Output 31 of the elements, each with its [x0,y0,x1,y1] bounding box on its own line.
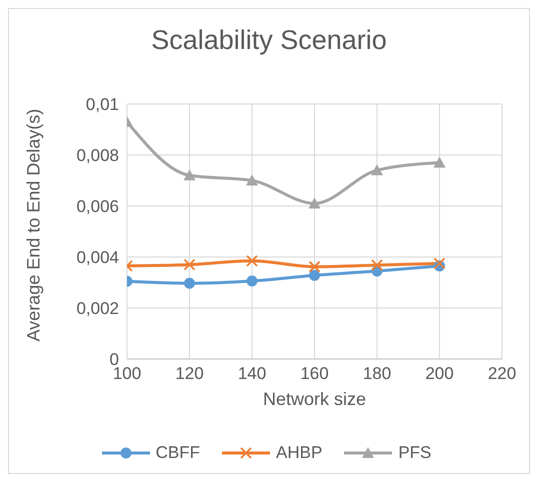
x-tick-label: 220 [488,364,516,384]
x-tick-label: 100 [112,364,142,384]
point [434,156,446,168]
point [184,258,196,271]
point [371,259,383,272]
y-tick-label: 0,01 [86,95,119,114]
y-tick-label: 0,008 [76,146,119,166]
point [309,270,320,281]
y-tick-label: 0,006 [76,197,119,216]
point [434,257,446,270]
chart-title: Scalability Scenario [150,25,388,56]
x-tick-label: 120 [175,364,204,384]
point [308,197,320,208]
x-tick-label: 200 [425,364,454,384]
legend-label: CBFF [154,443,200,463]
point [246,275,258,286]
point [308,260,320,273]
y-axis-title: Average End to End Delay(s) [23,108,44,342]
x-tick-label: 180 [362,364,392,384]
legend-label: AHBP [275,443,322,463]
point [246,254,258,267]
point [184,278,195,289]
x-tick-label: 140 [238,364,266,384]
y-tick-label: 0,002 [76,299,119,318]
x-axis-title: Network size [262,389,366,409]
point [184,169,196,180]
point [371,164,383,176]
legend-label: PFS [397,443,432,463]
y-tick-label: 0,004 [76,248,119,268]
x-tick-label: 160 [300,364,329,384]
point [246,174,258,186]
